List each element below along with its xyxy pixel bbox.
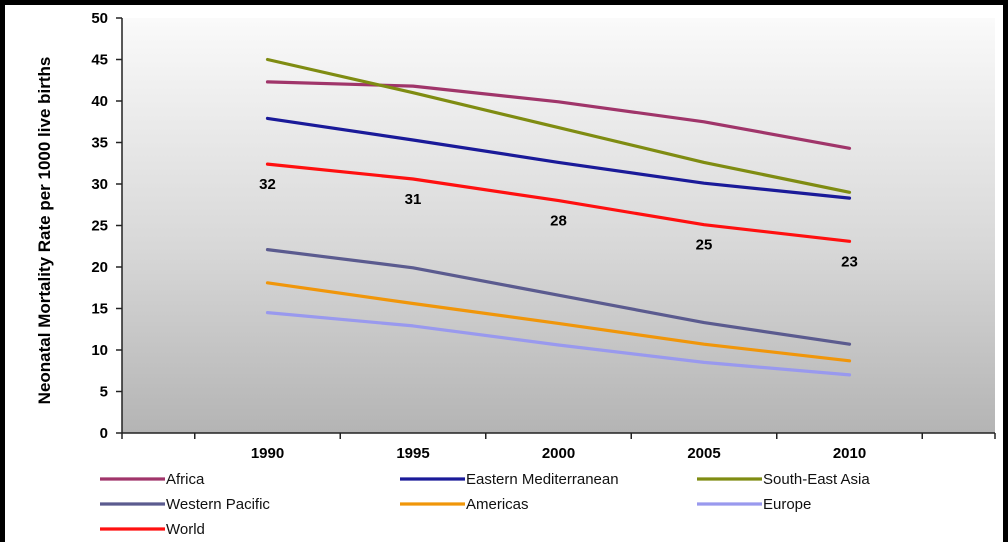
x-tick-label: 2000: [542, 445, 575, 462]
series-line-africa: [265, 80, 852, 150]
x-tick-label: 2010: [833, 445, 866, 462]
y-tick-label: 15: [91, 301, 108, 318]
data-label: 31: [405, 191, 422, 208]
series-line-europe: [265, 311, 852, 377]
y-tick-label: 45: [91, 52, 108, 69]
legend-entry: South-East Asia: [763, 471, 870, 488]
y-tick-label: 30: [91, 176, 108, 193]
legend-entry: Americas: [466, 496, 529, 513]
y-tick-label: 10: [91, 342, 108, 359]
plot-area: [122, 18, 995, 433]
x-tick-label: 1990: [251, 445, 284, 462]
legend-entry: World: [166, 521, 205, 538]
data-label: 32: [259, 176, 276, 193]
series-line-world: [265, 162, 852, 243]
y-axis-title: Neonatal Mortality Rate per 1000 live bi…: [35, 57, 54, 405]
legend-entry: Eastern Mediterranean: [466, 471, 619, 488]
legend-entry: Western Pacific: [166, 496, 270, 513]
y-tick-label: 50: [91, 10, 108, 27]
legend-entry: Africa: [166, 471, 205, 488]
y-tick-label: 0: [100, 425, 108, 442]
data-label: 25: [696, 237, 713, 254]
legend-entry: Europe: [763, 496, 811, 513]
x-tick-label: 2005: [687, 445, 720, 462]
series-line-americas: [265, 281, 852, 363]
series-line-south-east-asia: [265, 57, 852, 194]
series-line-eastern-mediterranean: [265, 116, 852, 200]
x-tick-label: 1995: [396, 445, 429, 462]
data-label: 28: [550, 213, 567, 230]
data-label: 23: [841, 253, 858, 270]
y-tick-label: 20: [91, 259, 108, 276]
y-tick-label: 5: [100, 384, 108, 401]
y-tick-label: 40: [91, 93, 108, 110]
y-tick-label: 35: [91, 135, 108, 152]
series-line-western-pacific: [265, 248, 852, 346]
y-tick-label: 25: [91, 218, 108, 235]
